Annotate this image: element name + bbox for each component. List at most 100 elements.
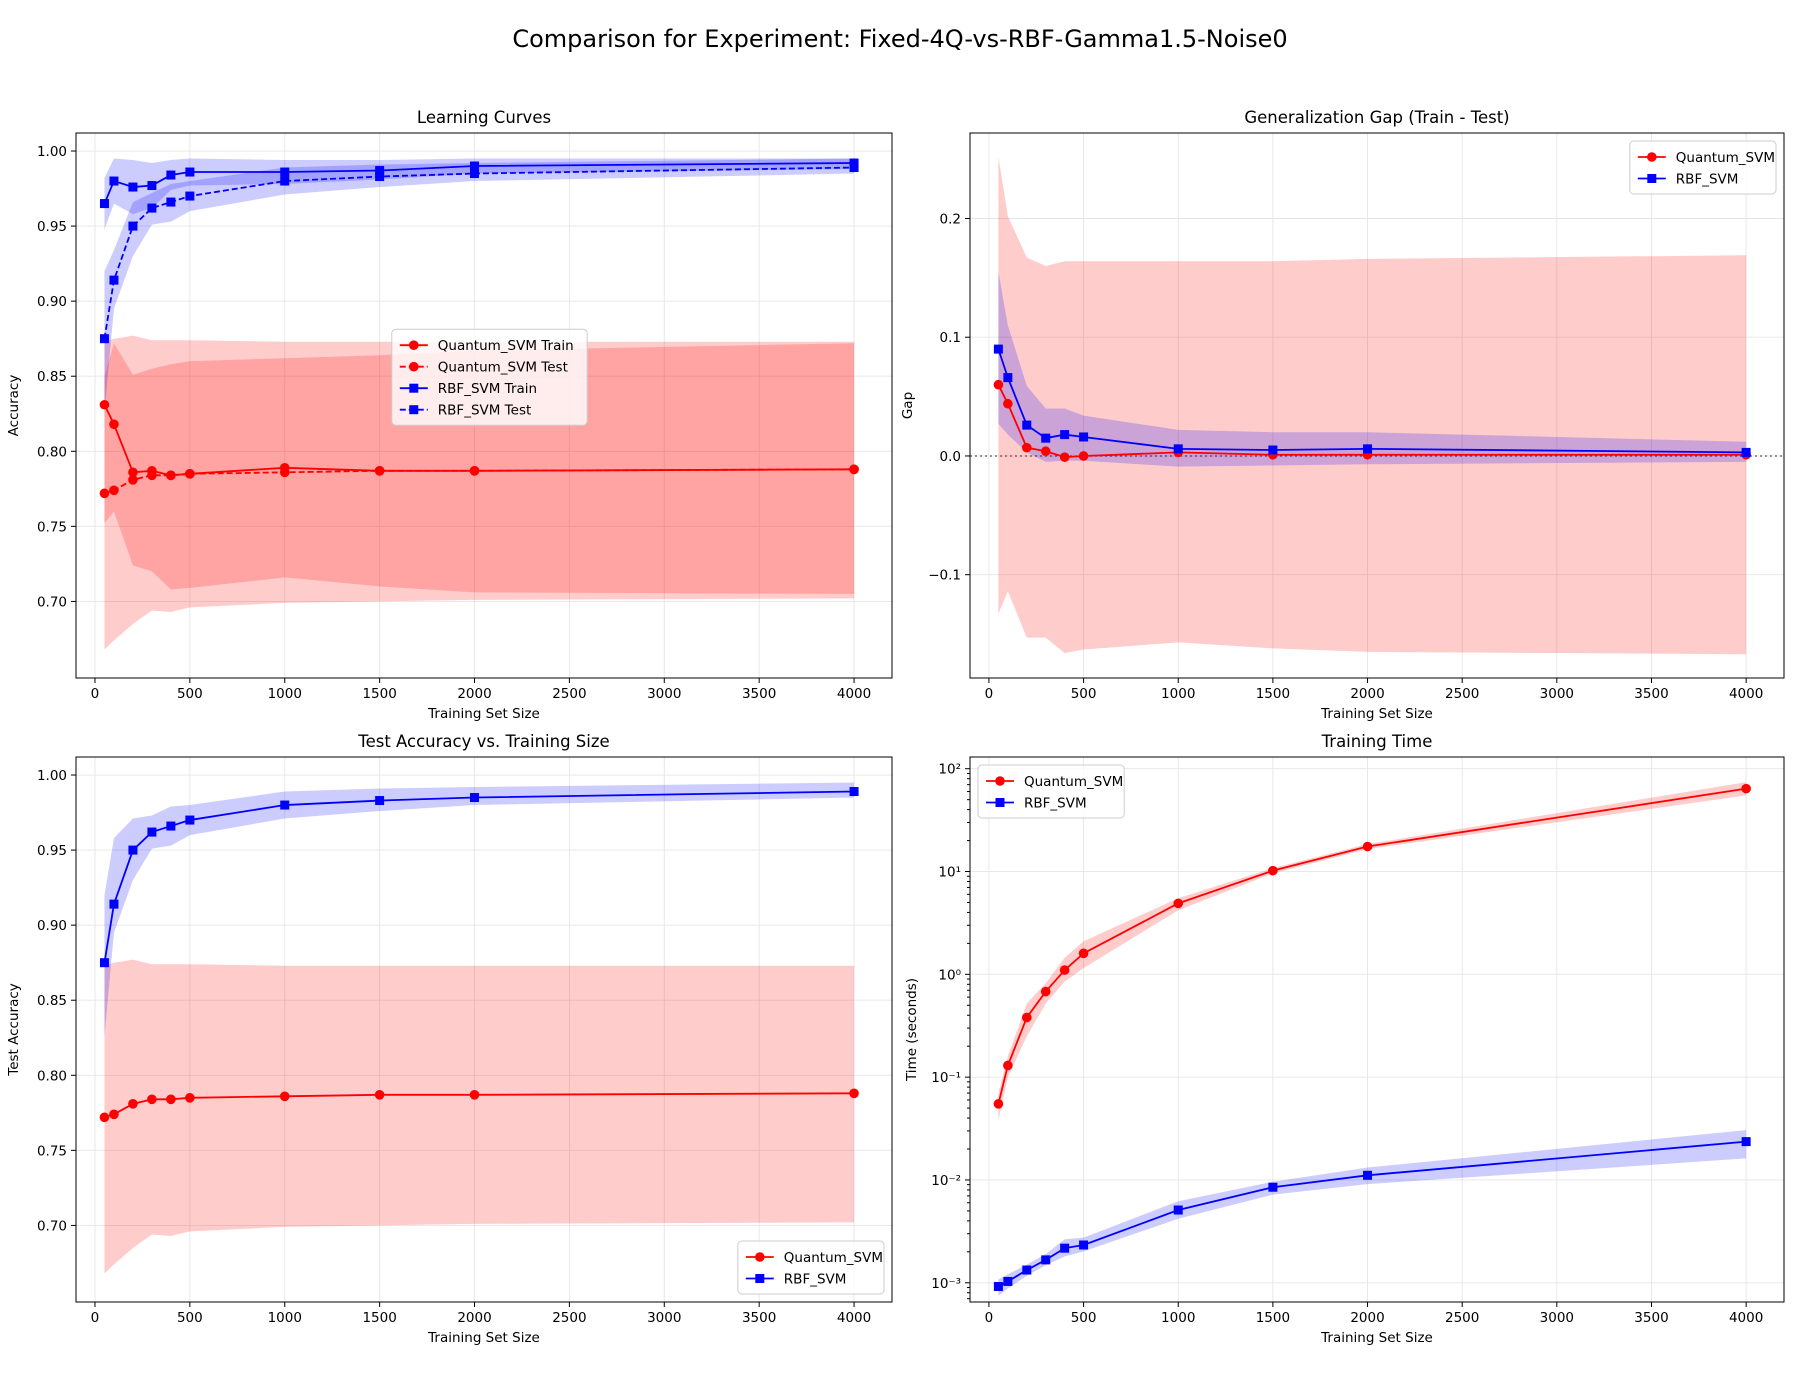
chart-panel-4: 0 500 1000 1500 2000 2500 3000 3500 4000 10⁻³ 10⁻²… <box>904 732 1785 1346</box>
data-point <box>99 334 109 344</box>
legend-label-1: Quantum_SVM <box>784 1250 883 1266</box>
legend-marker-3 <box>409 383 419 393</box>
x-tick-label: 0 <box>985 1310 994 1326</box>
x-tick-label: 2500 <box>552 686 586 702</box>
data-point <box>1003 373 1013 383</box>
x-tick-label: 3500 <box>1634 686 1668 702</box>
legend-label-2: RBF_SVM <box>1024 796 1087 812</box>
legend-label-1: Quantum_SVM <box>1676 150 1775 166</box>
y-axis-label: Time (seconds) <box>904 978 920 1082</box>
chart-panel-1: 0 500 1000 1500 2000 2500 3000 3500 4000 0.70 0.75… <box>6 108 893 722</box>
plot-area <box>99 782 859 1274</box>
data-point <box>374 466 385 476</box>
data-point <box>109 899 119 909</box>
x-tick-label: 3500 <box>742 686 776 702</box>
x-tick-label: 4000 <box>837 686 871 702</box>
data-point <box>993 344 1003 354</box>
y-tick-label: 0.80 <box>37 444 67 460</box>
plot-area <box>99 158 859 650</box>
y-tick-label: −0.1 <box>928 568 961 584</box>
data-point <box>128 182 138 192</box>
data-point <box>128 467 138 478</box>
data-point <box>1021 1012 1032 1023</box>
data-point <box>280 176 290 186</box>
x-tick-label: 1500 <box>1256 686 1290 702</box>
x-tick-label: 3000 <box>1540 686 1574 702</box>
data-point <box>166 821 176 831</box>
chart-title: Test Accuracy vs. Training Size <box>357 732 609 751</box>
data-point <box>1741 447 1751 457</box>
y-tick-label: 0.75 <box>37 519 67 535</box>
x-tick-label: 0 <box>91 686 100 702</box>
data-point <box>147 1094 157 1105</box>
data-point <box>109 419 119 430</box>
data-point <box>993 379 1004 390</box>
chart-title: Learning Curves <box>417 108 551 127</box>
x-tick-label: 1000 <box>268 686 302 702</box>
data-point <box>374 1090 385 1100</box>
x-tick-label: 2500 <box>1445 1310 1479 1326</box>
data-point <box>109 176 119 186</box>
y-tick-label: 10¹ <box>938 865 961 881</box>
data-point <box>1363 1170 1373 1180</box>
chart-panel-2: 0 500 1000 1500 2000 2500 3000 3500 4000 −0.1 0.0 0… <box>900 108 1785 722</box>
data-point <box>109 275 119 285</box>
legend-marker-1 <box>995 776 1005 786</box>
x-tick-label: 2000 <box>1350 686 1384 702</box>
data-point <box>469 1090 480 1100</box>
legend-box <box>737 1240 885 1295</box>
y-tick-label: 1.00 <box>37 768 67 784</box>
data-point <box>185 815 195 825</box>
data-point <box>185 191 195 201</box>
series-line-3 <box>103 162 855 204</box>
data-point <box>1079 1240 1089 1250</box>
chart-title: Training Time <box>1321 732 1433 751</box>
data-point <box>1268 1182 1278 1192</box>
legend-box <box>1629 140 1777 195</box>
data-point <box>1060 430 1070 440</box>
series-line-1 <box>997 787 1747 1105</box>
series-line-2 <box>103 790 855 963</box>
legend-marker-1 <box>408 340 419 351</box>
data-point <box>849 163 859 173</box>
data-point <box>109 485 119 496</box>
confidence-band-1 <box>998 782 1747 1121</box>
data-point <box>166 1094 176 1105</box>
axes-frame <box>75 132 893 679</box>
x-tick-label: 3000 <box>647 1310 681 1326</box>
data-point <box>1741 1137 1751 1147</box>
x-tick-label: 0 <box>91 1310 100 1326</box>
legend-label-2: RBF_SVM <box>784 1272 847 1288</box>
x-tick-label: 1000 <box>1161 686 1195 702</box>
data-point <box>849 1088 859 1099</box>
data-point <box>1003 1060 1013 1071</box>
x-axis-label: Training Set Size <box>1320 706 1433 722</box>
x-axis-label: Training Set Size <box>427 706 540 722</box>
x-tick-label: 0 <box>985 686 994 702</box>
x-tick-label: 1500 <box>362 1310 396 1326</box>
data-point <box>849 158 859 168</box>
series-line-1 <box>997 384 1747 459</box>
y-tick-label: 0.90 <box>37 918 67 934</box>
legend: Quantum_SVM Train Quantum_SVM Test RBF_SVM… <box>391 328 588 426</box>
data-point <box>1078 451 1089 461</box>
legend-label-4: RBF_SVM Test <box>438 403 532 419</box>
data-point <box>1022 1265 1032 1275</box>
figure-title: Comparison for Experiment: Fixed-4Q-vs-R… <box>512 25 1287 53</box>
x-tick-label: 2000 <box>457 1310 491 1326</box>
legend-marker-2 <box>1647 174 1657 183</box>
data-point <box>166 170 176 180</box>
x-tick-label: 1500 <box>1256 1310 1290 1326</box>
y-tick-label: 10⁻² <box>931 1173 961 1189</box>
x-tick-label: 2500 <box>1445 686 1479 702</box>
x-tick-label: 1000 <box>1161 1310 1195 1326</box>
x-tick-label: 500 <box>1071 1310 1097 1326</box>
grid <box>970 757 1784 1302</box>
confidence-band-1 <box>998 156 1747 655</box>
data-point <box>128 221 138 231</box>
x-tick-label: 2500 <box>552 1310 586 1326</box>
data-point <box>280 167 290 177</box>
data-point <box>147 470 157 481</box>
data-point <box>279 467 290 478</box>
y-tick-label: 0.95 <box>37 843 67 859</box>
